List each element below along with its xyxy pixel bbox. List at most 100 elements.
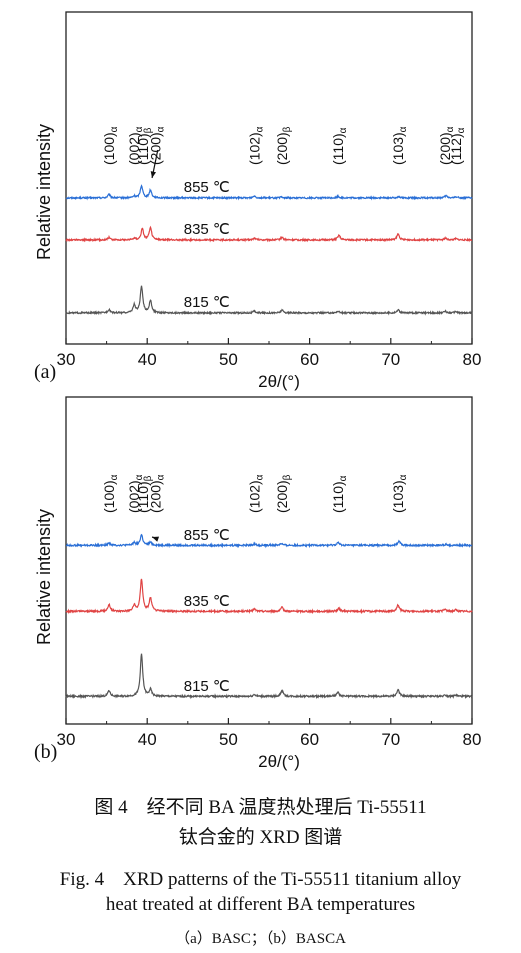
x-tick-label: 30 (57, 730, 76, 749)
panel-label: (a) (34, 361, 56, 383)
series-label: 835 ℃ (184, 221, 230, 238)
x-axis-label: 2θ/(°) (258, 372, 300, 391)
series-label: 855 ℃ (184, 179, 230, 196)
peak-label: (200)β (274, 126, 293, 165)
peak-annotation: (102)α (246, 474, 265, 513)
peak-index: (100) (101, 480, 117, 513)
peak-annotation: (103)α (390, 126, 409, 165)
peak-label: (110)β (135, 127, 154, 165)
series-label: 815 ℃ (184, 294, 230, 311)
peak-phase: β (143, 475, 154, 481)
caption-zh-line2: 钛合金的 XRD 图谱 (178, 827, 343, 848)
x-tick-label: 60 (300, 730, 319, 749)
peak-label: (102)α (246, 126, 265, 165)
peak-annotation: (102)α (246, 126, 265, 165)
x-tick-label: 50 (219, 350, 238, 369)
y-axis-label: Relative intensity (34, 124, 54, 260)
y-axis-label: Relative intensity (34, 509, 54, 645)
peak-index: (102) (246, 480, 262, 513)
series-line (65, 285, 473, 316)
peak-phase: α (445, 126, 456, 132)
peak-label: (100)α (101, 126, 120, 165)
peak-label: (110)α (330, 475, 349, 513)
series-line (65, 533, 473, 549)
peak-index: (110) (135, 133, 151, 165)
series-label: 855 ℃ (184, 527, 230, 544)
caption-zh-line1: 图 4 经不同 BA 温度热处理后 Ti-55511 (94, 797, 427, 818)
peak-annotation: (103)α (390, 474, 409, 513)
peak-index: (110) (330, 481, 346, 513)
x-tick-label: 80 (463, 730, 482, 749)
peak-phase: α (155, 474, 166, 480)
chart-panel: 30 40 50 60 70 80 2θ/(°) Relative intensity (b) 8… (34, 396, 482, 771)
caption-en-line1: Fig. 4 XRD patterns of the Ti-55511 tita… (59, 869, 462, 890)
peak-annotation: (200)α (437, 126, 456, 165)
peak-annotation: (110)α (330, 475, 349, 513)
x-tick-label: 60 (300, 350, 319, 369)
caption-subpanels: （a）BASC；（b）BASCA (175, 931, 346, 947)
peak-phase: α (109, 126, 120, 132)
peak-index: (200) (147, 132, 163, 165)
peak-phase: α (338, 127, 349, 133)
series-line (65, 225, 473, 243)
peak-index: (002) (126, 132, 142, 165)
arrow-head (152, 536, 160, 542)
peak-annotation: (112)α (448, 127, 467, 165)
peak-phase: α (398, 126, 409, 132)
peak-label: (103)α (390, 126, 409, 165)
series-line (65, 653, 473, 700)
peak-label: (200)α (437, 126, 456, 165)
peak-label: (002)α (126, 126, 145, 165)
peak-phase: α (109, 474, 120, 480)
series-line (65, 184, 473, 201)
arrow-head (150, 171, 157, 178)
caption-en-line2: heat treated at different BA temperature… (105, 894, 416, 915)
peak-index: (100) (101, 132, 117, 165)
peak-phase: α (254, 474, 265, 480)
plot-frame (65, 11, 473, 345)
peak-index: (002) (126, 480, 142, 513)
peak-label: (103)α (390, 474, 409, 513)
x-tick-label: 70 (381, 730, 400, 749)
peak-label: (200)α (147, 126, 166, 165)
series-line (65, 578, 473, 615)
peak-annotation: (200)α (147, 474, 166, 513)
xrd-figure: 30 40 50 60 70 80 2θ/(°) Relative intensity (a) 8… (34, 11, 482, 771)
peak-index: (200) (274, 480, 290, 513)
peak-annotation: (002)α (126, 126, 145, 165)
peak-phase: β (143, 127, 154, 133)
peak-phase: α (134, 126, 145, 132)
chart-panel: 30 40 50 60 70 80 2θ/(°) Relative intensity (a) 8… (34, 11, 482, 391)
series-label: 835 ℃ (184, 593, 230, 610)
peak-label: (112)α (448, 127, 467, 165)
peak-index: (110) (135, 481, 151, 513)
peak-index: (200) (147, 480, 163, 513)
peak-phase: β (282, 474, 293, 480)
peak-annotation: (200)β (274, 474, 293, 513)
x-tick-label: 80 (463, 350, 482, 369)
peak-index: (103) (390, 480, 406, 513)
peak-phase: α (456, 127, 467, 133)
x-tick-label: 50 (219, 730, 238, 749)
x-tick-label: 40 (138, 730, 157, 749)
peak-index: (112) (448, 133, 464, 165)
panel-label: (b) (34, 741, 57, 763)
peak-index: (103) (390, 132, 406, 165)
peak-label: (200)β (274, 474, 293, 513)
series-label: 815 ℃ (184, 678, 230, 695)
peak-label: (100)α (101, 474, 120, 513)
peak-index: (110) (330, 133, 346, 165)
peak-index: (102) (246, 132, 262, 165)
peak-phase: α (398, 474, 409, 480)
peak-annotation: (110)β (135, 127, 154, 165)
peak-label: (110)β (135, 475, 154, 513)
x-axis-label: 2θ/(°) (258, 752, 300, 771)
peak-phase: β (282, 126, 293, 132)
peak-phase: α (338, 475, 349, 481)
x-tick-label: 40 (138, 350, 157, 369)
peak-label: (102)α (246, 474, 265, 513)
peak-annotation: (110)α (330, 127, 349, 165)
peak-annotation: (200)α (147, 126, 166, 165)
peak-label: (002)α (126, 474, 145, 513)
peak-annotation: (002)α (126, 474, 145, 513)
